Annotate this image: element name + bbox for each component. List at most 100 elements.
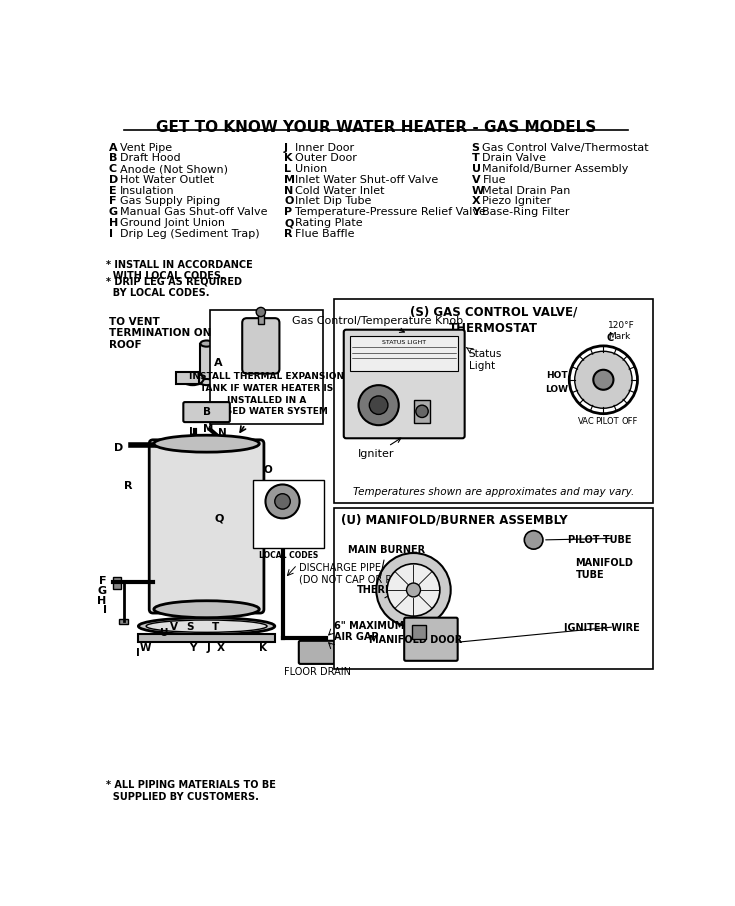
Text: PILOT: PILOT [595, 418, 619, 427]
Text: S: S [186, 622, 193, 631]
Text: IGNITER WIRE: IGNITER WIRE [564, 623, 639, 633]
Text: VAC: VAC [578, 418, 595, 427]
Ellipse shape [146, 620, 267, 632]
Text: * INSTALL IN ACCORDANCE
  WITH LOCAL CODES.: * INSTALL IN ACCORDANCE WITH LOCAL CODES… [106, 260, 253, 281]
Text: Vent Pipe: Vent Pipe [120, 142, 172, 152]
Circle shape [593, 370, 614, 390]
Circle shape [359, 385, 399, 425]
Text: O: O [284, 197, 293, 207]
Text: W: W [140, 643, 151, 653]
FancyBboxPatch shape [243, 318, 279, 373]
Text: * DRIP LEG AS REQUIRED
  BY LOCAL CODES.: * DRIP LEG AS REQUIRED BY LOCAL CODES. [106, 276, 242, 298]
FancyBboxPatch shape [404, 618, 458, 660]
Text: C: C [606, 333, 614, 342]
Circle shape [575, 352, 632, 409]
Text: A: A [109, 142, 118, 152]
Text: S: S [472, 142, 480, 152]
Text: Flue Baffle: Flue Baffle [295, 229, 354, 239]
Text: A: A [215, 358, 223, 368]
Bar [112, 577, 121, 589]
Text: PILOT TUBE: PILOT TUBE [567, 535, 631, 545]
Text: Inlet Water Shut-off Valve: Inlet Water Shut-off Valve [295, 175, 438, 185]
Text: R: R [123, 481, 132, 491]
Text: P: P [284, 207, 293, 217]
Text: FLOOR DRAIN: FLOOR DRAIN [284, 667, 351, 677]
Text: 120°F
Mark: 120°F Mark [608, 321, 635, 342]
Text: E: E [109, 186, 117, 196]
Text: N: N [284, 186, 293, 196]
Text: 6" MAXIMUM
AIR GAP: 6" MAXIMUM AIR GAP [334, 621, 404, 642]
Text: Igniter: Igniter [358, 439, 401, 459]
Text: Status
Light: Status Light [468, 349, 502, 371]
Circle shape [376, 553, 451, 627]
Text: R: R [284, 229, 293, 239]
Text: F: F [99, 576, 107, 586]
Text: OFF: OFF [622, 418, 638, 427]
Text: Outer Door: Outer Door [295, 153, 356, 163]
Text: J: J [284, 142, 288, 152]
Text: U: U [472, 164, 481, 174]
Text: TO VENT
TERMINATION ON
ROOF: TO VENT TERMINATION ON ROOF [109, 316, 211, 350]
Text: MANIFOLD
TUBE: MANIFOLD TUBE [576, 557, 634, 580]
Text: MANIFOLD DOOR: MANIFOLD DOOR [368, 634, 462, 645]
Ellipse shape [201, 379, 212, 385]
FancyBboxPatch shape [183, 402, 230, 422]
Bar [350, 336, 459, 371]
Text: M: M [203, 424, 213, 434]
Text: VACUUM RELIEF
VALVE
*INSTALL PER
LOCAL CODES: VACUUM RELIEF VALVE *INSTALL PER LOCAL C… [254, 520, 323, 560]
Circle shape [570, 346, 637, 414]
Text: Gas Control Valve/Thermostat: Gas Control Valve/Thermostat [482, 142, 649, 152]
Text: Y: Y [472, 207, 480, 217]
Text: Drain Valve: Drain Valve [482, 153, 547, 163]
Text: Manual Gas Shut-off Valve: Manual Gas Shut-off Valve [120, 207, 268, 217]
Text: Anode (Not Shown): Anode (Not Shown) [120, 164, 228, 174]
FancyBboxPatch shape [149, 439, 264, 613]
Text: STATUS LIGHT: STATUS LIGHT [382, 340, 426, 344]
Text: L: L [190, 427, 196, 437]
Text: V: V [170, 622, 178, 631]
Text: H: H [97, 596, 107, 606]
Text: Y: Y [189, 643, 196, 653]
Circle shape [524, 531, 543, 549]
Text: V: V [472, 175, 480, 185]
Text: Insulation: Insulation [120, 186, 174, 196]
Text: Piezo Igniter: Piezo Igniter [482, 197, 551, 207]
Text: J: J [207, 643, 210, 653]
Text: Q: Q [284, 218, 293, 228]
Text: G: G [109, 207, 118, 217]
Text: Rating Plate: Rating Plate [295, 218, 362, 228]
Text: T: T [472, 153, 479, 163]
Text: (S) GAS CONTROL VALVE/
THERMOSTAT: (S) GAS CONTROL VALVE/ THERMOSTAT [409, 305, 577, 335]
Text: * ALL PIPING MATERIALS TO BE
  SUPPLIED BY CUSTOMERS.: * ALL PIPING MATERIALS TO BE SUPPLIED BY… [106, 780, 276, 802]
Text: Cold Water Inlet: Cold Water Inlet [295, 186, 384, 196]
Text: W: W [472, 186, 484, 196]
Text: G: G [98, 586, 107, 596]
Text: L: L [284, 164, 291, 174]
Bar [201, 343, 212, 382]
Bar [334, 507, 653, 670]
Text: LOW: LOW [545, 384, 567, 393]
Text: U: U [159, 628, 168, 638]
Bar [119, 619, 129, 624]
Text: T: T [212, 622, 220, 631]
Text: B: B [109, 153, 118, 163]
Text: X: X [472, 197, 480, 207]
Text: N: N [218, 429, 226, 439]
Text: H: H [109, 218, 118, 228]
Text: Inlet Dip Tube: Inlet Dip Tube [295, 197, 371, 207]
Text: F: F [109, 197, 116, 207]
Bar [138, 634, 275, 641]
Text: I: I [137, 648, 140, 658]
Circle shape [265, 485, 300, 518]
Text: Union: Union [295, 164, 327, 174]
Text: HOT: HOT [546, 371, 567, 380]
Ellipse shape [201, 341, 212, 347]
Circle shape [369, 396, 388, 414]
Bar [334, 299, 653, 503]
Text: Metal Drain Pan: Metal Drain Pan [482, 186, 571, 196]
Text: Gas Supply Piping: Gas Supply Piping [120, 197, 220, 207]
Bar [253, 480, 324, 547]
Text: Temperatures shown are approximates and may vary.: Temperatures shown are approximates and … [353, 487, 634, 496]
Text: I: I [109, 229, 113, 239]
Circle shape [275, 494, 290, 509]
